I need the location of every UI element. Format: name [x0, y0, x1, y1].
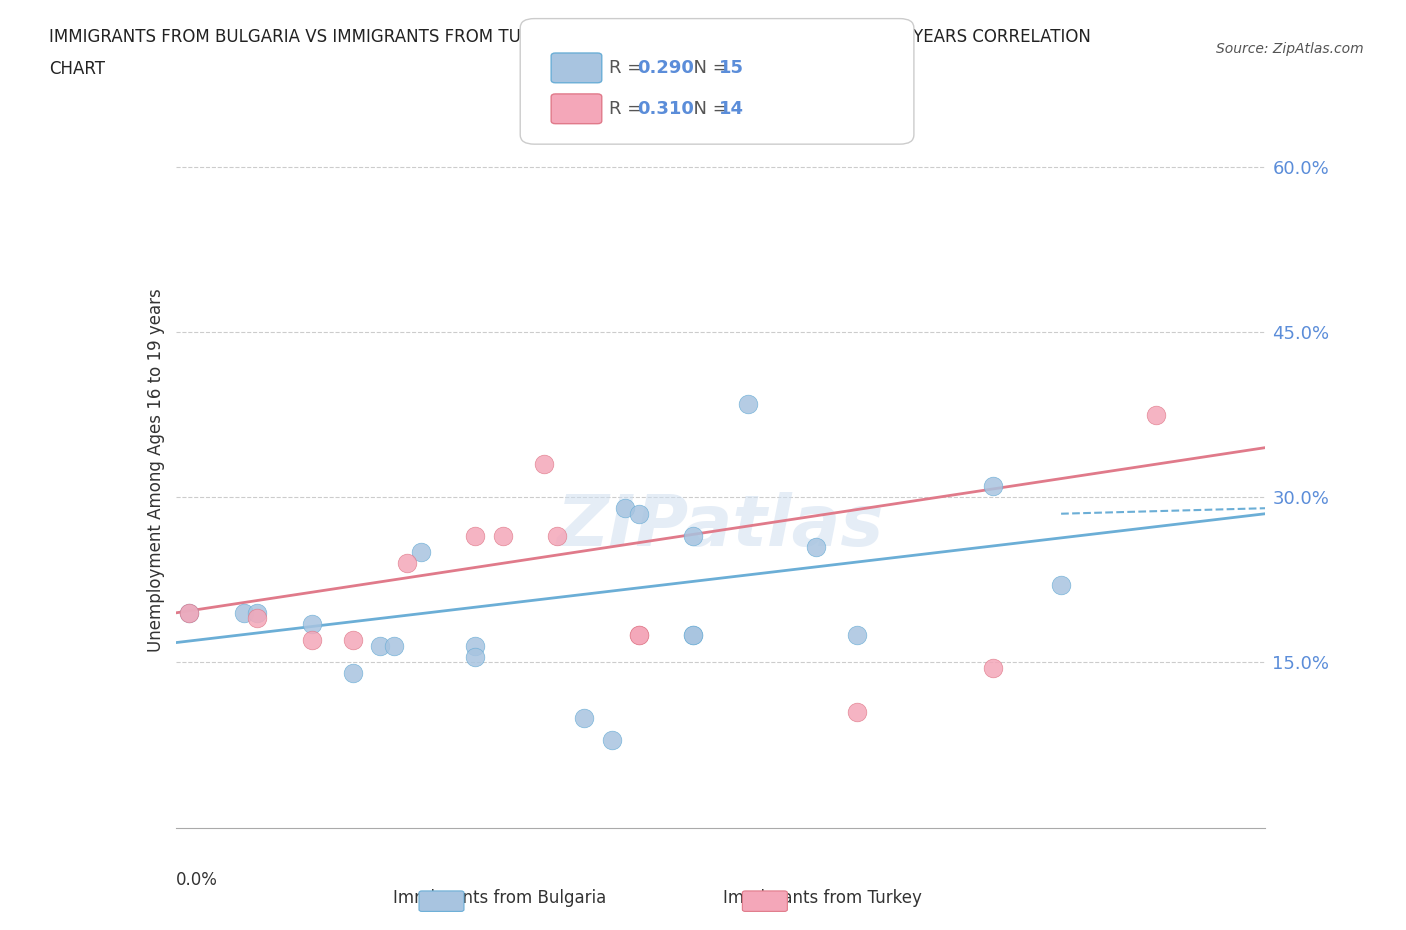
Point: [409, 545, 432, 560]
Point: [368, 639, 391, 654]
Text: ZIPatlas: ZIPatlas: [557, 493, 884, 562]
Point: [179, 605, 201, 620]
Text: 0.310: 0.310: [637, 100, 693, 118]
Point: [1050, 578, 1073, 592]
Point: [682, 628, 704, 643]
Point: [627, 628, 650, 643]
Y-axis label: Unemployment Among Ages 16 to 19 years: Unemployment Among Ages 16 to 19 years: [146, 287, 165, 652]
Point: [1144, 407, 1167, 422]
Text: 0.290: 0.290: [637, 59, 693, 77]
Text: CHART: CHART: [49, 60, 105, 78]
Point: [342, 633, 364, 648]
Text: 15: 15: [718, 59, 744, 77]
Point: [396, 556, 419, 571]
Point: [804, 539, 827, 554]
Point: [981, 660, 1004, 675]
Point: [342, 666, 364, 681]
Point: [845, 705, 868, 720]
Point: [232, 605, 254, 620]
Point: [981, 479, 1004, 494]
Text: Source: ZipAtlas.com: Source: ZipAtlas.com: [1216, 42, 1364, 56]
Point: [179, 605, 201, 620]
Point: [682, 528, 704, 543]
Point: [845, 628, 868, 643]
Point: [464, 639, 486, 654]
Point: [464, 649, 486, 664]
Point: [301, 617, 323, 631]
Point: [246, 605, 269, 620]
Text: Immigrants from Turkey: Immigrants from Turkey: [723, 889, 922, 907]
Text: Immigrants from Bulgaria: Immigrants from Bulgaria: [392, 889, 606, 907]
Point: [546, 528, 568, 543]
Text: N =: N =: [682, 59, 734, 77]
Point: [627, 506, 650, 521]
Point: [627, 628, 650, 643]
Text: R =: R =: [609, 100, 648, 118]
Point: [246, 611, 269, 626]
Point: [301, 633, 323, 648]
Point: [574, 711, 596, 725]
Point: [492, 528, 515, 543]
Point: [533, 457, 555, 472]
Text: 14: 14: [718, 100, 744, 118]
Text: R =: R =: [609, 59, 648, 77]
Text: IMMIGRANTS FROM BULGARIA VS IMMIGRANTS FROM TURKEY UNEMPLOYMENT AMONG AGES 16 TO: IMMIGRANTS FROM BULGARIA VS IMMIGRANTS F…: [49, 28, 1091, 46]
Text: 0.0%: 0.0%: [176, 870, 218, 889]
Point: [682, 628, 704, 643]
Text: N =: N =: [682, 100, 734, 118]
Point: [737, 396, 759, 411]
Point: [464, 528, 486, 543]
Point: [600, 732, 623, 747]
Point: [614, 500, 637, 515]
Point: [382, 639, 405, 654]
